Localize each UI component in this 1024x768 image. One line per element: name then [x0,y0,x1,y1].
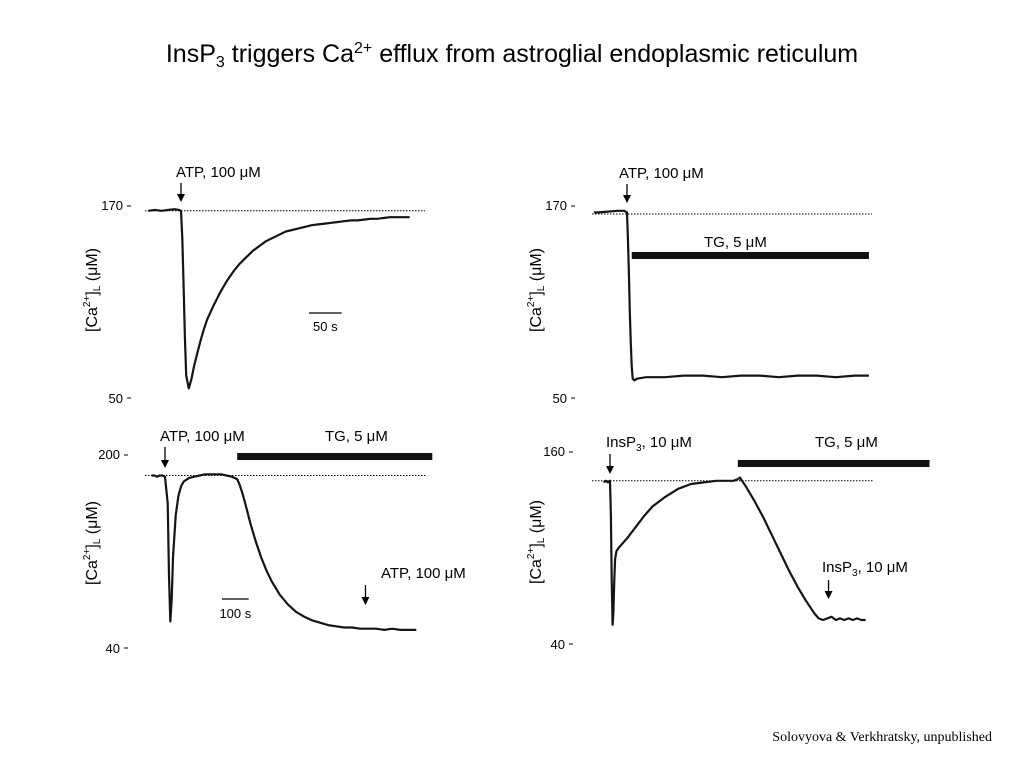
annotation-arrow-2-head [361,597,370,605]
annotation-arrow-0-head [177,194,185,202]
calcium-trace [593,209,869,382]
calcium-trace [602,476,866,626]
title-part-1: InsP [165,40,216,68]
tg-label: TG, 5 μM [815,434,878,451]
panel-top-right: 170 50 [Ca2+]L (μM) ATP, 100 μM TG, 5 μM [526,165,872,406]
title-subscript: 3 [215,54,225,71]
y-tick-label-bottom: 50 [109,391,123,406]
y-tick-label-top: 170 [101,198,123,213]
annotation-arrow-0-head [606,466,614,474]
panel-top-left: 170 50 [Ca2+]L (μM) ATP, 100 μM 50 s [82,164,425,406]
title-part-2: triggers Ca [224,40,355,68]
annotation-label-2: InsP3, 10 μM [822,559,908,579]
time-scale-label: 50 s [313,319,338,334]
y-tick-label-top: 160 [543,444,565,459]
tg-application-bar [237,453,433,460]
slide-title: InsP3 triggers Ca2+ efflux from astrogli… [0,40,1024,72]
annotation-label-0: ATP, 100 μM [619,165,704,182]
annotation-label-0: ATP, 100 μM [176,164,261,181]
tg-application-bar [631,252,869,259]
y-tick-label-bottom: 40 [106,641,120,656]
title-part-3: efflux from astroglial endoplasmic retic… [372,40,859,68]
annotation-arrow-2-head [824,591,833,599]
y-axis-label: [Ca2+]L (μM) [526,248,547,332]
y-tick-label-bottom: 40 [551,637,565,652]
calcium-trace [148,208,410,390]
tg-label: TG, 5 μM [325,428,388,445]
credit-text: Solovyova & Verkhratsky, unpublished [772,730,992,745]
y-axis-label: [Ca2+]L (μM) [82,501,103,585]
annotation-label-2: ATP, 100 μM [381,565,466,582]
y-tick-label-top: 200 [98,447,120,462]
annotation-label-0: ATP, 100 μM [160,428,245,445]
annotation-arrow-0-head [623,195,631,203]
y-axis-label: [Ca2+]L (μM) [526,500,547,584]
panel-bottom-right: 160 40 [Ca2+]L (μM) InsP3, 10 μM TG, 5 μM Ins… [526,434,930,652]
annotation-arrow-0-head [161,460,169,468]
tg-application-bar [737,460,930,467]
time-scale-label: 100 s [219,606,251,621]
annotation-label-0: InsP3, 10 μM [606,434,692,454]
calcium-trace [151,473,417,631]
y-tick-label-bottom: 50 [553,391,567,406]
panel-bottom-left: 200 40 [Ca2+]L (μM) ATP, 100 μM TG, 5 μM ATP,… [82,428,466,656]
y-tick-label-top: 170 [545,198,567,213]
tg-label: TG, 5 μM [704,234,767,251]
y-axis-label: [Ca2+]L (μM) [82,248,103,332]
title-superscript: 2+ [354,40,373,57]
